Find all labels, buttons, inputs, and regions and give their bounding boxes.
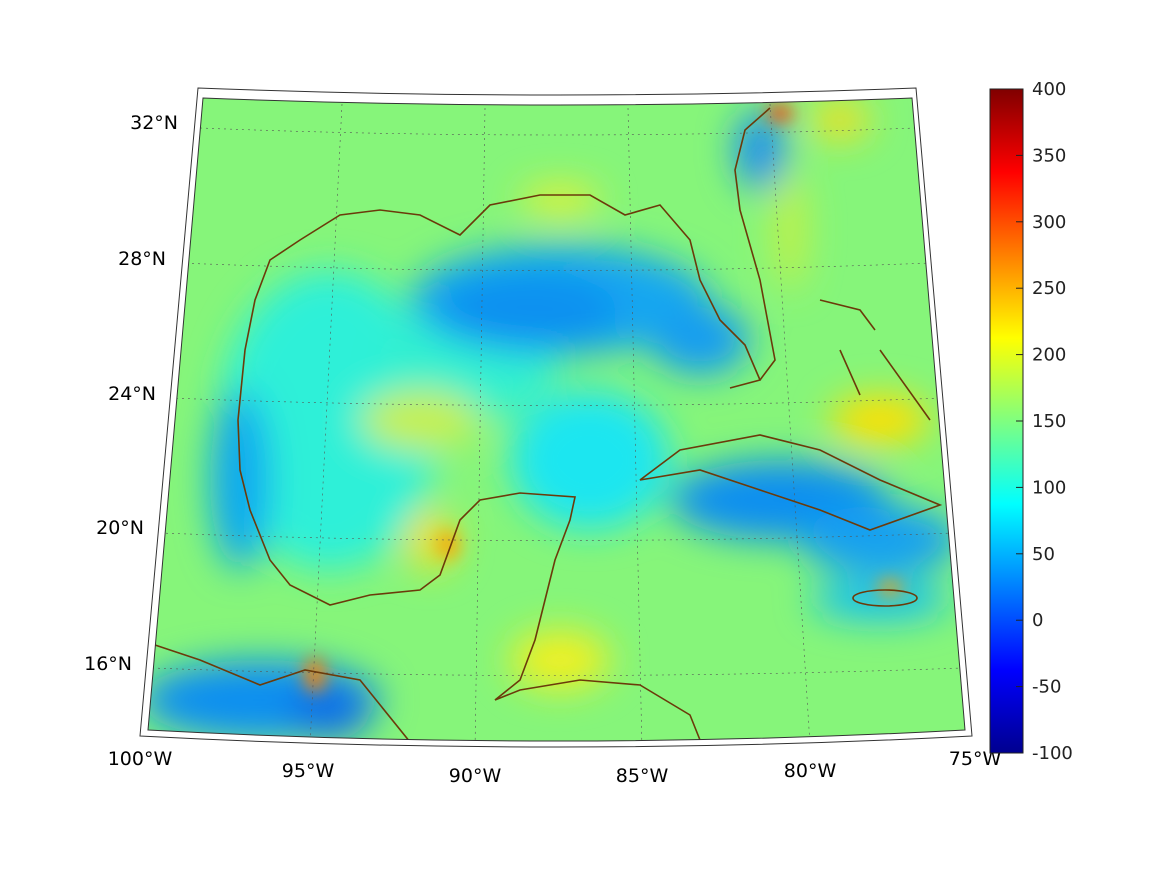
colorbar-tick-label: 50 xyxy=(1032,544,1055,565)
lon-label: 100°W xyxy=(108,748,173,770)
lat-label: 24°N xyxy=(108,383,156,405)
map-frame xyxy=(147,97,966,742)
colorbar-tick-label: -100 xyxy=(1032,743,1073,764)
data-field xyxy=(148,98,965,741)
colorbar-tick-label: 250 xyxy=(1032,278,1066,299)
colorbar-tick-label: 150 xyxy=(1032,411,1066,432)
graticule xyxy=(151,103,963,741)
lat-label: 20°N xyxy=(96,517,144,539)
colorbar-tick-label: -50 xyxy=(1032,677,1061,698)
colorbar-tick-label: 200 xyxy=(1032,345,1066,366)
colorbar-tick-label: 100 xyxy=(1032,477,1066,498)
lon-label: 95°W xyxy=(282,760,335,782)
colorbar-tick-label: 0 xyxy=(1032,610,1043,631)
lon-label: 90°W xyxy=(449,765,502,787)
lat-labels: 32°N 28°N 24°N 20°N 16°N xyxy=(84,112,178,675)
lon-labels: 100°W 95°W 90°W 85°W 80°W 75°W xyxy=(108,748,1002,787)
lat-label: 16°N xyxy=(84,653,132,675)
colorbar: 400 350 300 250 200 150 100 50 0 -50 -100 xyxy=(989,79,1073,764)
lon-label: 85°W xyxy=(616,765,669,787)
colorbar-tick-label: 400 xyxy=(1032,79,1066,100)
colorbar-tick-label: 350 xyxy=(1032,145,1066,166)
lon-label: 80°W xyxy=(784,760,837,782)
coastlines xyxy=(154,107,943,741)
lat-label: 28°N xyxy=(118,248,166,270)
map-border xyxy=(139,87,973,748)
colorbar-tick-label: 300 xyxy=(1032,212,1066,233)
lon-label: 75°W xyxy=(949,748,1002,770)
lat-label: 32°N xyxy=(130,112,178,134)
